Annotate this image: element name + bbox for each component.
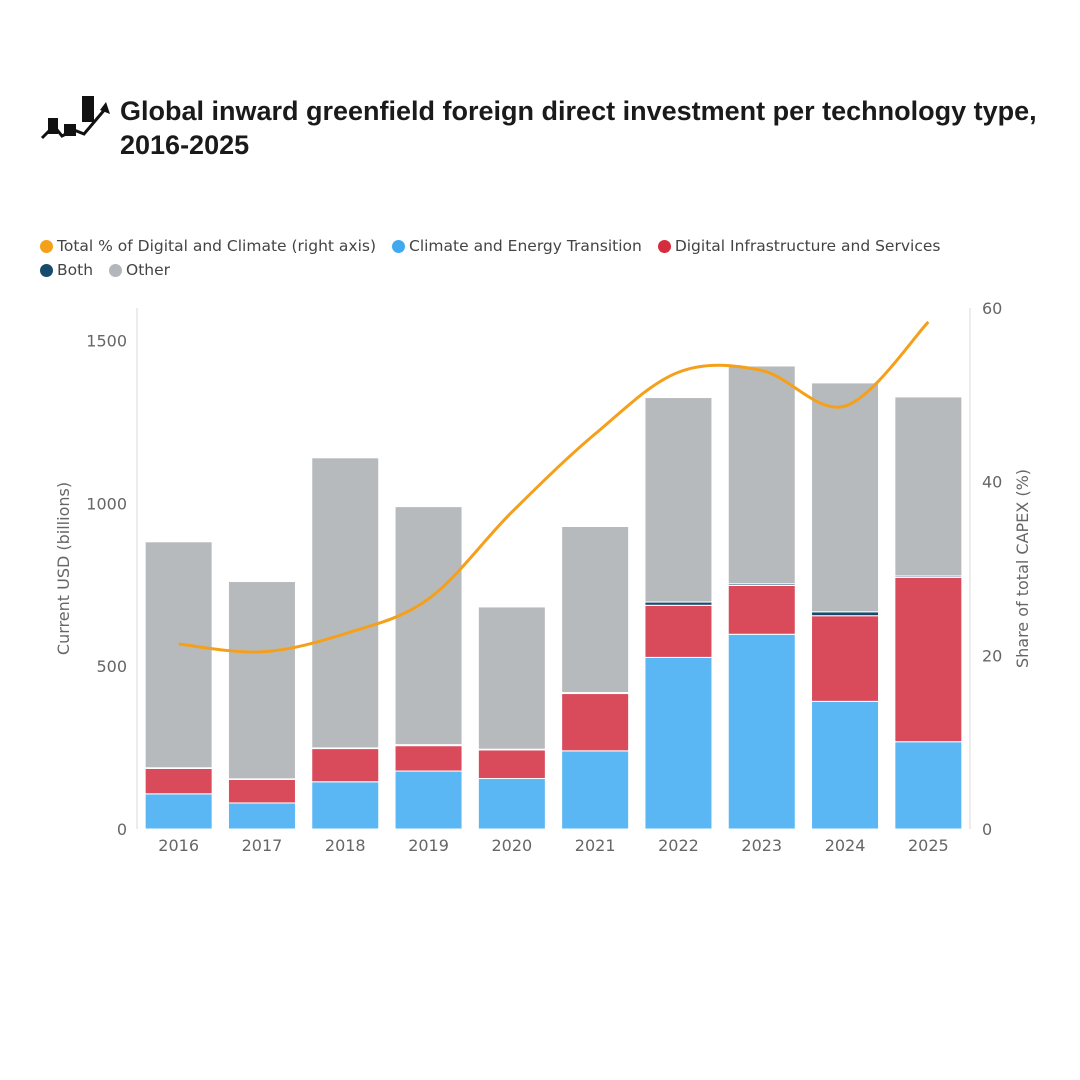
bar-segment-climate-and-energy-transition-2016[interactable] bbox=[144, 793, 213, 830]
y-tick-label: 0 bbox=[117, 820, 127, 839]
x-tick-label: 2023 bbox=[741, 836, 782, 855]
legend-label: Total % of Digital and Climate (right ax… bbox=[57, 237, 376, 255]
bar-segment-digital-infrastructure-and-services-2022[interactable] bbox=[644, 604, 713, 658]
y2-tick-label: 0 bbox=[982, 820, 992, 839]
legend-item-digital[interactable]: Digital Infrastructure and Services bbox=[657, 237, 941, 255]
bar-segment-other-2020[interactable] bbox=[477, 606, 546, 750]
x-tick-label: 2024 bbox=[825, 836, 866, 855]
bar-segment-other-2019[interactable] bbox=[394, 506, 463, 746]
chart-header: Global inward greenfield foreign direct … bbox=[40, 94, 1050, 164]
legend-label: Climate and Energy Transition bbox=[409, 237, 642, 255]
x-tick-label: 2025 bbox=[908, 836, 949, 855]
legend-item-climate[interactable]: Climate and Energy Transition bbox=[392, 237, 642, 255]
y2-tick-label: 20 bbox=[982, 646, 1002, 665]
y2-axis-title: Share of total CAPEX (%) bbox=[1013, 469, 1032, 668]
bar-segment-digital-infrastructure-and-services-2019[interactable] bbox=[394, 745, 463, 772]
bar-segment-climate-and-energy-transition-2018[interactable] bbox=[311, 781, 380, 830]
chart-title: Global inward greenfield foreign direct … bbox=[120, 96, 1037, 160]
bar-segment-climate-and-energy-transition-2023[interactable] bbox=[727, 633, 796, 830]
chart-logo-icon bbox=[40, 96, 110, 140]
bar-segment-climate-and-energy-transition-2020[interactable] bbox=[477, 778, 546, 830]
bar-segment-other-2018[interactable] bbox=[311, 457, 380, 749]
bar-segment-climate-and-energy-transition-2024[interactable] bbox=[811, 700, 880, 830]
bar-segment-digital-infrastructure-and-services-2017[interactable] bbox=[227, 779, 296, 804]
y2-tick-label: 40 bbox=[982, 473, 1002, 492]
bar-segment-other-2025[interactable] bbox=[894, 396, 963, 577]
bar-segment-digital-infrastructure-and-services-2021[interactable] bbox=[561, 693, 630, 752]
legend-swatch bbox=[109, 263, 123, 277]
y2-tick-label: 60 bbox=[982, 299, 1002, 318]
x-tick-label: 2016 bbox=[158, 836, 199, 855]
bar-segment-climate-and-energy-transition-2025[interactable] bbox=[894, 741, 963, 830]
x-tick-label: 2022 bbox=[658, 836, 699, 855]
legend-item-both[interactable]: Both bbox=[40, 261, 93, 279]
bar-segment-other-2017[interactable] bbox=[227, 581, 296, 780]
bar-segment-digital-infrastructure-and-services-2016[interactable] bbox=[144, 767, 213, 795]
bar-segment-other-2021[interactable] bbox=[561, 525, 630, 694]
bar-segment-digital-infrastructure-and-services-2020[interactable] bbox=[477, 749, 546, 780]
bar-segment-climate-and-energy-transition-2021[interactable] bbox=[561, 750, 630, 830]
bar-segment-digital-infrastructure-and-services-2024[interactable] bbox=[811, 615, 880, 702]
legend-swatch bbox=[392, 239, 405, 253]
legend-swatch bbox=[40, 263, 53, 277]
bar-segment-digital-infrastructure-and-services-2023[interactable] bbox=[727, 584, 796, 635]
y-tick-label: 1500 bbox=[86, 332, 127, 351]
bar-segment-climate-and-energy-transition-2017[interactable] bbox=[227, 802, 296, 830]
y-tick-label: 500 bbox=[96, 657, 127, 676]
x-tick-label: 2017 bbox=[242, 836, 283, 855]
bar-segment-other-2023[interactable] bbox=[727, 365, 796, 585]
x-tick-label: 2018 bbox=[325, 836, 366, 855]
legend-label: Digital Infrastructure and Services bbox=[674, 237, 941, 255]
x-tick-label: 2020 bbox=[491, 836, 532, 855]
x-tick-label: 2019 bbox=[408, 836, 449, 855]
legend-swatch bbox=[40, 239, 53, 253]
bar-segment-other-2016[interactable] bbox=[144, 541, 213, 769]
bar-segment-climate-and-energy-transition-2022[interactable] bbox=[644, 656, 713, 830]
legend-label: Other bbox=[126, 261, 171, 279]
legend-swatch bbox=[657, 239, 671, 253]
y-tick-label: 1000 bbox=[86, 494, 127, 513]
legend-item-total-share[interactable]: Total % of Digital and Climate (right ax… bbox=[40, 237, 376, 255]
y-axis-title: Current USD (billions) bbox=[54, 482, 73, 655]
bar-segment-other-2022[interactable] bbox=[644, 397, 713, 603]
bar-segment-climate-and-energy-transition-2019[interactable] bbox=[394, 770, 463, 830]
x-tick-label: 2021 bbox=[575, 836, 616, 855]
chart-legend: Total % of Digital and Climate (right ax… bbox=[40, 234, 1040, 282]
bar-segment-both-2024[interactable] bbox=[811, 611, 880, 617]
legend-label: Both bbox=[57, 261, 94, 279]
bar-segment-digital-infrastructure-and-services-2025[interactable] bbox=[894, 576, 963, 743]
bar-segment-digital-infrastructure-and-services-2018[interactable] bbox=[311, 748, 380, 783]
legend-item-other[interactable]: Other bbox=[109, 261, 170, 279]
total-share-line[interactable] bbox=[178, 320, 930, 654]
bar-segment-other-2024[interactable] bbox=[811, 382, 880, 613]
